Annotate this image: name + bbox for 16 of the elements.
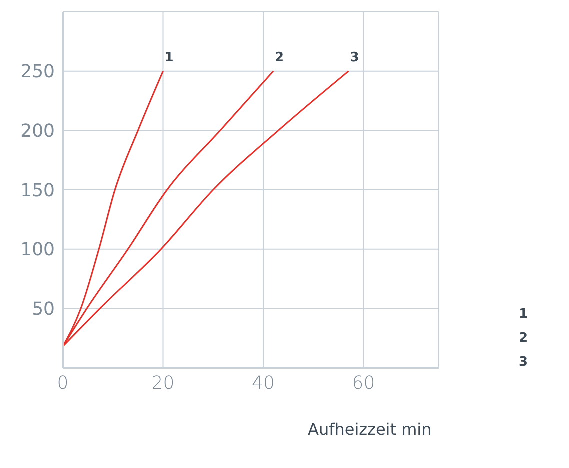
y-tick-label: 150 bbox=[20, 180, 55, 202]
text: 3 bbox=[518, 355, 528, 370]
series-label: 1 bbox=[164, 50, 174, 66]
text: 1 bbox=[518, 307, 528, 322]
y-tick-label: 100 bbox=[20, 240, 55, 261]
x-tick-label: 20 bbox=[152, 372, 175, 394]
series-label: 3 bbox=[350, 50, 360, 66]
x-tick-label: 0 bbox=[57, 372, 69, 394]
text: 2 bbox=[518, 331, 528, 346]
y-tick-label: 250 bbox=[20, 62, 55, 83]
x-axis-title: Aufheizzeit min bbox=[308, 420, 432, 439]
series-label: 2 bbox=[275, 50, 284, 66]
x-tick-label: 60 bbox=[352, 372, 376, 394]
y-tick-label: 50 bbox=[32, 299, 55, 320]
y-tick-label: 200 bbox=[20, 121, 55, 142]
x-tick-label: 40 bbox=[252, 372, 275, 394]
